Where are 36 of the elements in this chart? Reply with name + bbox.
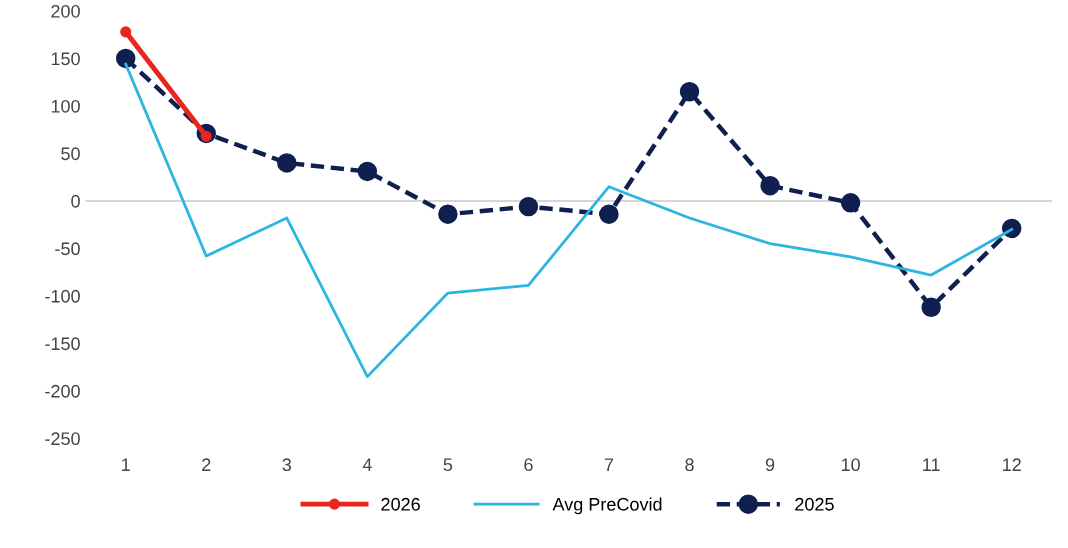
point [679,81,700,102]
legend-label: Avg PreCovid [552,497,662,515]
y-tick-label: 0 [71,194,80,208]
x-tick-label: 5 [443,458,453,472]
x-tick-label: 9 [765,458,775,472]
x-tick-label: 3 [282,458,292,472]
y-tick-label: 100 [51,99,80,113]
y-tick-label: -50 [55,242,80,256]
point [599,204,619,224]
x-tick-label: 1 [122,458,130,471]
y-tick-label: 150 [51,52,80,66]
y-tick-label: -250 [45,432,80,446]
point [518,196,539,217]
x-tick-label: 4 [362,458,372,471]
y-tick-label: 50 [61,147,80,161]
y-tick-label: 200 [51,4,80,18]
legend-label: 2025 [795,497,834,511]
y-tick-label: -200 [45,384,80,398]
point [840,193,861,213]
y-tick-label: -150 [45,337,80,351]
point [357,161,378,182]
x-tick-label: 11 [923,458,940,471]
x-tick-label: 10 [841,458,860,472]
y-tick-label: -100 [45,289,80,303]
x-tick-label: 8 [685,458,694,472]
point [438,204,458,224]
point [760,176,780,196]
point [120,26,132,38]
x-tick-label: 12 [1003,458,1021,471]
point [277,153,297,173]
point [921,297,941,318]
point [115,48,136,69]
x-tick-label: 2 [202,458,211,471]
x-tick-label: 7 [604,458,614,471]
x-tick-label: 6 [524,458,533,472]
legend-label: 2026 [381,497,420,511]
